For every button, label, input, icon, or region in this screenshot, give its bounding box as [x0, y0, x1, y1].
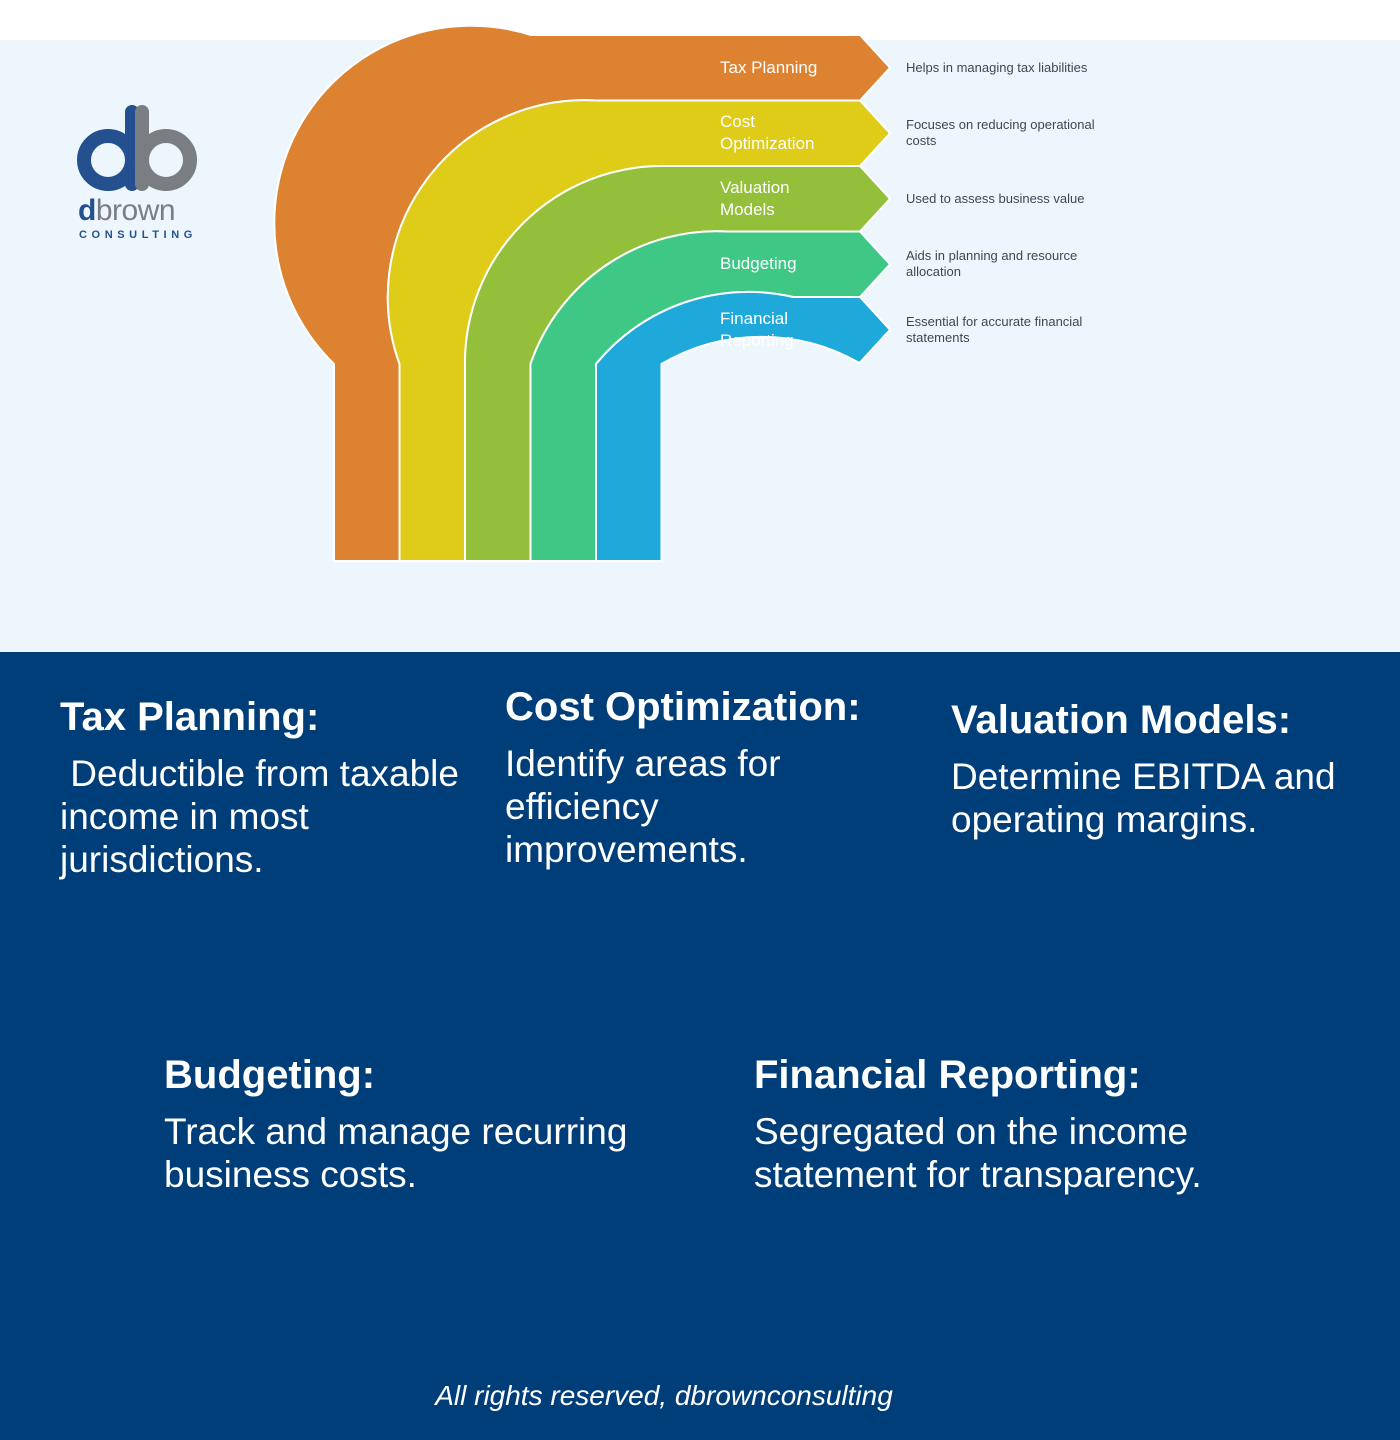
- db-monogram-icon: [77, 105, 197, 191]
- top-strip: [0, 0, 1400, 40]
- band-label: Budgeting: [720, 254, 797, 274]
- band-description: Focuses on reducing operational costs: [906, 117, 1095, 149]
- band-label: Tax Planning: [720, 57, 818, 77]
- card-body: Identify areas for efficiency improvemen…: [505, 743, 781, 870]
- card-tax-planning: Tax Planning: Deductible from taxable in…: [60, 694, 460, 881]
- card-title: Cost Optimization:: [505, 685, 861, 729]
- footer-copyright: All rights reserved, dbrownconsulting: [435, 1380, 893, 1411]
- band-label: Cost Optimization: [720, 112, 815, 154]
- card-body: Track and manage recurring business cost…: [164, 1111, 628, 1195]
- card-title: Tax Planning:: [60, 695, 320, 739]
- card-cost-optimization: Cost Optimization: Identify areas for ef…: [505, 684, 885, 871]
- dbrown-logo: dbrown CONSULTING: [70, 100, 210, 250]
- bottom-panel: [0, 652, 1400, 1440]
- logo-subtitle: CONSULTING: [79, 229, 197, 241]
- card-financial-reporting: Financial Reporting: Segregated on the i…: [754, 1052, 1314, 1196]
- arc-band-2: [463, 165, 892, 562]
- card-body: Deductible from taxable income in most j…: [60, 753, 459, 880]
- card-title: Budgeting:: [164, 1053, 376, 1097]
- band-label: Financial Reporting: [720, 308, 794, 350]
- logo-wordmark: dbrown: [78, 194, 176, 227]
- band-description: Used to assess business value: [906, 190, 1085, 206]
- band-description: Essential for accurate financial stateme…: [906, 313, 1083, 345]
- band-description: Helps in managing tax liabilities: [906, 59, 1088, 75]
- card-title: Valuation Models:: [951, 698, 1292, 742]
- band-description: Aids in planning and resource allocation: [906, 248, 1078, 280]
- card-valuation-models: Valuation Models: Determine EBITDA and o…: [951, 697, 1371, 841]
- card-body: Determine EBITDA and operating margins.: [951, 756, 1336, 840]
- arc-band-4: [595, 290, 892, 562]
- card-budgeting: Budgeting: Track and manage recurring bu…: [164, 1052, 664, 1196]
- card-body: Segregated on the income statement for t…: [754, 1111, 1202, 1195]
- band-label: Valuation Models: [720, 177, 790, 219]
- arc-diagram: [273, 24, 892, 562]
- card-title: Financial Reporting:: [754, 1053, 1141, 1097]
